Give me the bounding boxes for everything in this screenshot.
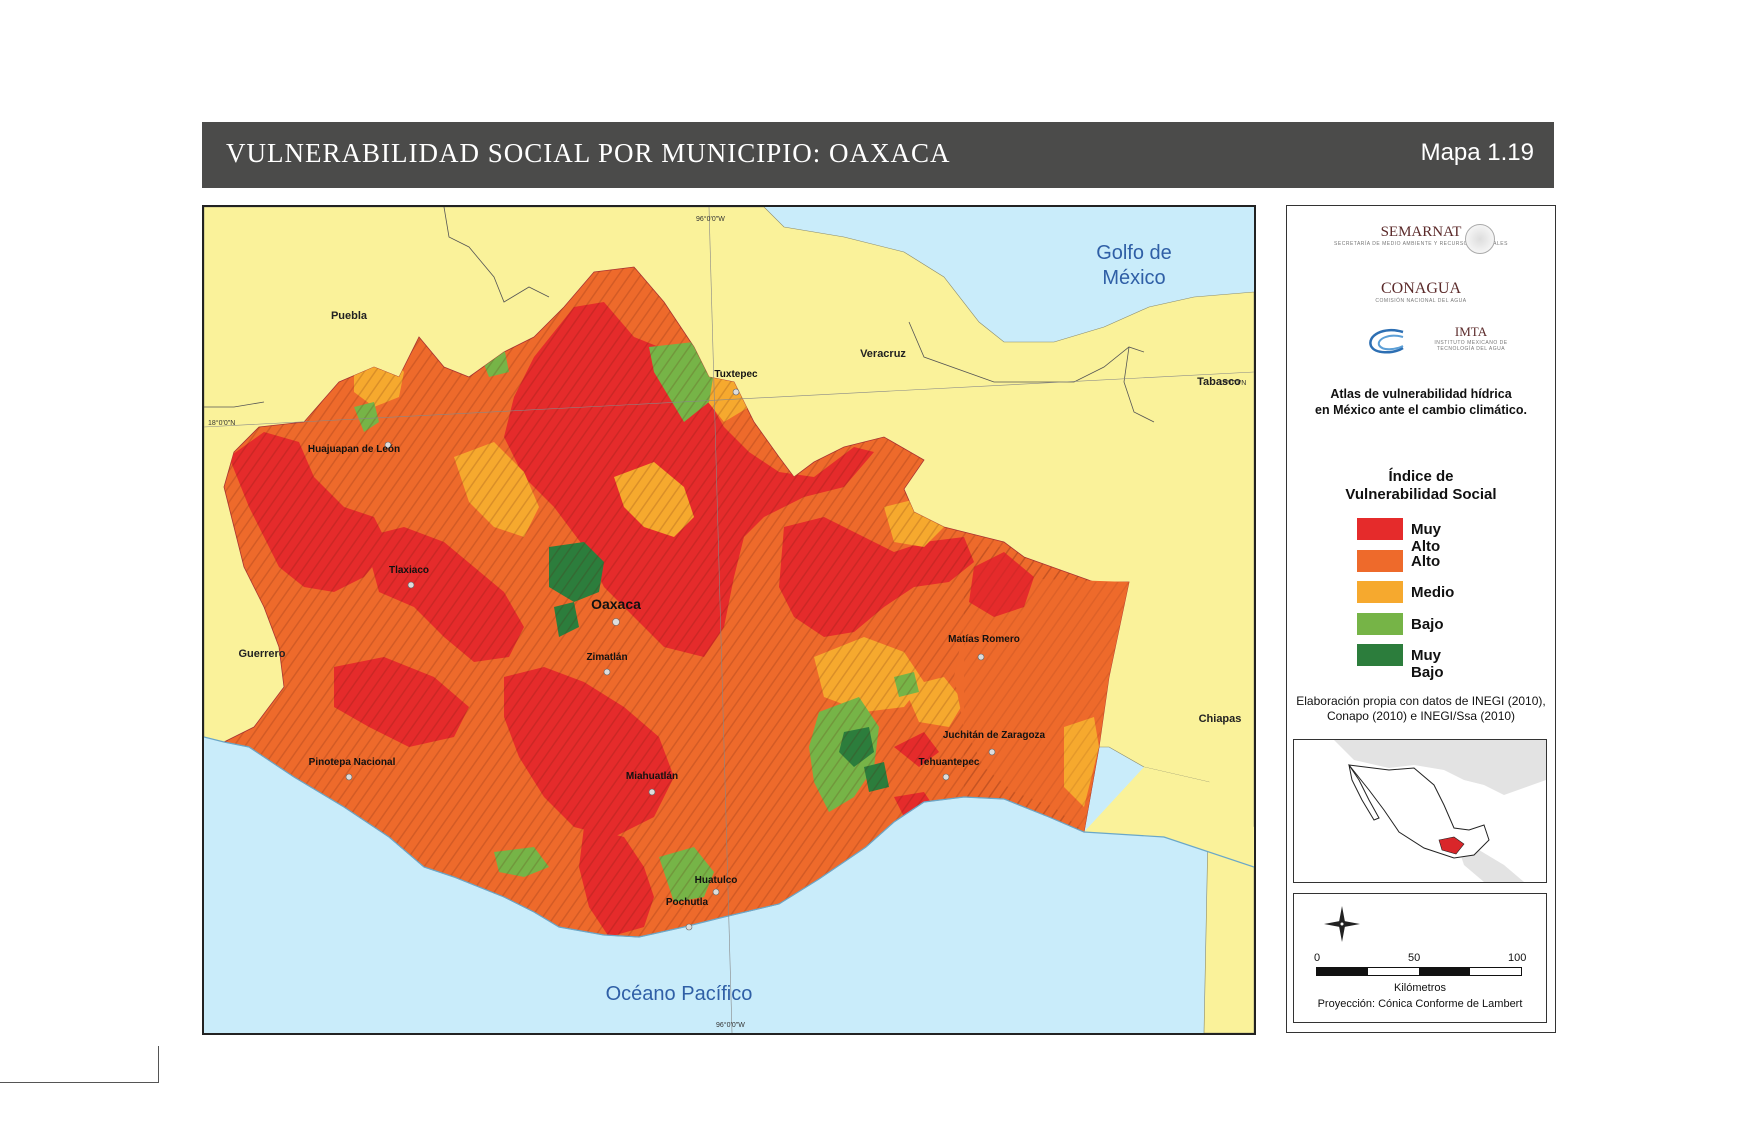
- state-label-guerrero: Guerrero: [238, 648, 285, 660]
- legend-title-line1: Índice de: [1388, 468, 1454, 485]
- atlas-title-line1: Atlas de vulnerabilidad hídrica: [1330, 387, 1512, 401]
- city-marker-tlaxiaco[interactable]: [407, 581, 415, 589]
- scale-unit: Kilómetros: [1394, 982, 1446, 994]
- pacific-label: Océano Pacífico: [606, 983, 753, 1005]
- legend-label-alto: Alto: [1411, 552, 1441, 570]
- mexico-seal-icon: [1465, 224, 1495, 254]
- city-marker-huajuapan[interactable]: [384, 441, 392, 449]
- city-label-oaxaca: Oaxaca: [591, 596, 641, 612]
- city-label-tuxtepec: Tuxtepec: [714, 369, 758, 380]
- legend-label-muy-alto: Muy Alto: [1411, 521, 1441, 555]
- state-labels: Puebla Veracruz Tabasco Guerrero Chiapas: [238, 310, 1241, 725]
- city-label-pinotepa: Pinotepa Nacional: [309, 757, 396, 768]
- graticule-label-left: 18°0'0"N: [208, 419, 235, 427]
- city-marker-juchitan[interactable]: [988, 748, 996, 756]
- city-label-zimatlan: Zimatlán: [586, 652, 627, 663]
- legend-title: Índice de Vulnerabilidad Social: [1287, 468, 1555, 504]
- graticule-label-bottom: 96°0'0"W: [716, 1021, 745, 1029]
- oaxaca-map[interactable]: 96°0'0"W 96°0'0"W 18°0'0"N 18°0'0"N Golf…: [204, 207, 1254, 1033]
- state-borders: [204, 207, 1155, 423]
- semarnat-logo-text: SEMARNAT: [1380, 224, 1462, 240]
- city-marker-pinotepa[interactable]: [345, 773, 353, 781]
- city-marker-matias-romero[interactable]: [977, 653, 985, 661]
- legend-panel: SEMARNAT SECRETARÍA DE MEDIO AMBIENTE Y …: [1286, 205, 1556, 1033]
- page-corner-line: [0, 1082, 158, 1083]
- city-labels: Tuxtepec Huajuapan de León Tlaxiaco Oaxa…: [308, 369, 1046, 931]
- city-marker-oaxaca[interactable]: [612, 618, 620, 626]
- conagua-logo-subtext: COMISIÓN NACIONAL DEL AGUA: [1375, 298, 1467, 304]
- city-label-miahuatlan: Miahuatlán: [626, 771, 678, 782]
- atlas-title-line2: en México ante el cambio climático.: [1315, 403, 1527, 417]
- imta-logo: IMTA INSTITUTO MEXICANO DE TECNOLOGÍA DE…: [1337, 324, 1605, 352]
- legend-swatch-muy-bajo: [1357, 644, 1403, 666]
- state-label-chiapas: Chiapas: [1199, 713, 1242, 725]
- legend-label-muy-bajo: Muy Bajo: [1411, 647, 1444, 681]
- semarnat-logo-subtext: SECRETARÍA DE MEDIO AMBIENTE Y RECURSOS …: [1334, 241, 1508, 247]
- data-source-line1: Elaboración propia con datos de INEGI (2…: [1296, 694, 1546, 708]
- legend-swatch-bajo: [1357, 612, 1403, 635]
- graticule-label-top: 96°0'0"W: [696, 215, 725, 223]
- city-label-tlaxiaco: Tlaxiaco: [389, 565, 429, 576]
- imta-logo-subtext: INSTITUTO MEXICANO DE TECNOLOGÍA DEL AGU…: [1434, 340, 1508, 352]
- inset-oaxaca-highlight: [1438, 836, 1465, 855]
- map-title: VULNERABILIDAD SOCIAL POR MUNICIPIO: OAX…: [226, 138, 951, 168]
- city-label-tehuantepec: Tehuantepec: [919, 757, 980, 768]
- city-marker-zimatlan[interactable]: [603, 668, 611, 676]
- imta-logo-text: IMTA: [1454, 324, 1488, 339]
- page-corner-vline: [158, 1046, 159, 1083]
- conagua-logo-text: CONAGUA: [1381, 280, 1461, 297]
- location-inset-map[interactable]: [1293, 739, 1547, 883]
- semarnat-logo: SEMARNAT SECRETARÍA DE MEDIO AMBIENTE Y …: [1287, 224, 1555, 247]
- state-label-puebla: Puebla: [331, 310, 368, 322]
- scale-tick-100: 100: [1508, 952, 1527, 964]
- data-source: Elaboración propia con datos de INEGI (2…: [1287, 694, 1555, 724]
- scale-bar: [1316, 967, 1522, 976]
- projection-note: Proyección: Cónica Conforme de Lambert: [1317, 998, 1523, 1010]
- city-marker-tehuantepec[interactable]: [942, 773, 950, 781]
- gulf-label-line1: Golfo de: [1096, 242, 1172, 264]
- map-frame[interactable]: 96°0'0"W 96°0'0"W 18°0'0"N 18°0'0"N Golf…: [202, 205, 1256, 1035]
- state-label-tabasco: Tabasco: [1197, 376, 1241, 388]
- imta-wave-icon: [1363, 326, 1409, 356]
- city-label-huajuapan: Huajuapan de León: [308, 444, 400, 455]
- scale-tick-0: 0: [1314, 952, 1321, 964]
- city-marker-pochutla[interactable]: [685, 923, 693, 931]
- city-marker-tuxtepec[interactable]: [732, 388, 740, 396]
- scale-box: 0 50 100 Kilómetros Proyección: Cónica C…: [1293, 893, 1547, 1023]
- city-label-pochutla: Pochutla: [666, 897, 709, 908]
- inset-mexico-outline: [1347, 764, 1490, 859]
- scale-tick-50: 50: [1408, 952, 1421, 964]
- atlas-title: Atlas de vulnerabilidad hídrica en Méxic…: [1287, 386, 1555, 418]
- map-header: VULNERABILIDAD SOCIAL POR MUNICIPIO: OAX…: [202, 122, 1554, 188]
- legend-swatch-muy-alto: [1357, 518, 1403, 540]
- city-label-matias-romero: Matías Romero: [948, 634, 1020, 645]
- legend-title-line2: Vulnerabilidad Social: [1345, 486, 1497, 503]
- chiapas-land: [1084, 767, 1254, 867]
- graticule-label-right: 18°0'0"N: [1219, 379, 1246, 387]
- data-source-line2: Conapo (2010) e INEGI/Ssa (2010): [1326, 709, 1516, 723]
- graticule: [204, 207, 1254, 1033]
- state-label-veracruz: Veracruz: [860, 348, 906, 360]
- inset-baja-california: [1348, 764, 1380, 821]
- legend-label-medio: Medio: [1411, 584, 1455, 601]
- city-marker-huatulco[interactable]: [712, 888, 720, 896]
- inset-usa-land: [1334, 740, 1546, 795]
- gulf-label-line2: México: [1102, 267, 1165, 289]
- city-marker-miahuatlan[interactable]: [648, 788, 656, 796]
- legend-label-bajo: Bajo: [1411, 615, 1444, 633]
- north-arrow-icon: [1324, 906, 1360, 942]
- legend-swatch-medio: [1357, 581, 1403, 603]
- coastline: [204, 736, 1254, 938]
- city-label-juchitan: Juchitán de Zaragoza: [943, 730, 1046, 741]
- legend-swatch-alto: [1357, 549, 1403, 572]
- city-label-huatulco: Huatulco: [695, 875, 738, 886]
- conagua-logo: CONAGUA COMISIÓN NACIONAL DEL AGUA: [1287, 280, 1555, 304]
- map-number: Mapa 1.19: [1420, 139, 1534, 166]
